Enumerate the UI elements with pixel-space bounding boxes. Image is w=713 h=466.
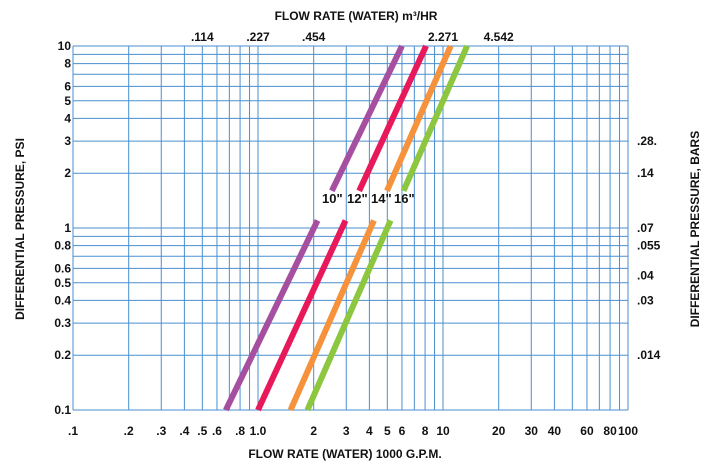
right-tick-label: .04 [637, 268, 654, 282]
x-tick-label: 10 [436, 424, 450, 438]
y-tick-label: 0.3 [54, 316, 71, 330]
y-tick-label: 8 [64, 57, 71, 71]
y-tick-label: 0.6 [54, 261, 71, 275]
x-tick-label: 80 [603, 424, 617, 438]
x-tick-label: .5 [197, 424, 207, 438]
y-tick-label: 3 [64, 134, 71, 148]
right-tick-label: .14 [637, 166, 654, 180]
series-line-lower [304, 219, 394, 412]
x-tick-label: 2 [310, 424, 317, 438]
x-tick-label: 20 [492, 424, 506, 438]
right-tick-label: .03 [637, 293, 654, 307]
series-label: 14" [371, 191, 392, 206]
y-tick-label: 10 [58, 39, 72, 53]
x-tick-label: .8 [235, 424, 245, 438]
grid-lines [72, 45, 629, 411]
y-tick-label: 4 [64, 111, 71, 125]
y-tick-label: 0.8 [54, 239, 71, 253]
x-tick-label: .2 [124, 424, 134, 438]
x-tick-label: 100 [618, 424, 638, 438]
x-axis-title: FLOW RATE (WATER) 1000 G.P.M. [248, 447, 441, 461]
y-tick-label: 2 [64, 166, 71, 180]
series-label: 12" [347, 191, 368, 206]
y-tick-label: 1 [64, 221, 71, 235]
y-tick-label: 0.5 [54, 276, 71, 290]
series-labels: 10" 12" 14" 16" [322, 191, 415, 206]
series-line-upper [329, 44, 405, 193]
top-tick-label: .454 [302, 30, 326, 44]
top-tick-label: .227 [246, 30, 270, 44]
top-axis-title: FLOW RATE (WATER) m³/HR [275, 9, 438, 23]
x-tick-label: 1.0 [250, 424, 267, 438]
series-lines [223, 44, 470, 412]
y-tick-label: 0.1 [54, 403, 71, 417]
series-line-upper [356, 44, 429, 193]
x-tick-label: 40 [548, 424, 562, 438]
x-tick-label: .6 [212, 424, 222, 438]
y-tick-label: 5 [64, 94, 71, 108]
x-tick-label: 3 [343, 424, 350, 438]
series-line-lower [223, 219, 321, 412]
x-tick-label: 6 [399, 424, 406, 438]
right-tick-label: .014 [637, 348, 661, 362]
series-line-lower [255, 219, 349, 412]
series-line-upper [400, 44, 470, 193]
x-tick-label: 5 [384, 424, 391, 438]
right-tick-label: .055 [637, 239, 661, 253]
series-line-lower [287, 219, 377, 412]
top-tick-label: 2.271 [428, 30, 458, 44]
right-tick-label: .07 [637, 221, 654, 235]
y-tick-label: 0.4 [54, 293, 71, 307]
series-label: 10" [322, 191, 343, 206]
x-tick-label: .1 [68, 424, 78, 438]
top-tick-label: 4.542 [484, 30, 514, 44]
y-tick-label: 0.2 [54, 348, 71, 362]
x-tick-label: 60 [580, 424, 594, 438]
x-tick-label: 30 [525, 424, 539, 438]
tick-labels: .1.2.3.4.5.6.8 1.0 2 3 4 5 6 8 10 20 30 40 60 80 1000.… [54, 30, 660, 438]
y-axis-title: DIFFERENTIAL PRESSURE, PSI [13, 138, 27, 320]
series-line-upper [384, 44, 454, 193]
right-tick-label: .28. [637, 134, 657, 148]
x-tick-label: .4 [179, 424, 189, 438]
right-axis-title: DIFFERENTIAL PRESSURE, BARS [688, 131, 702, 327]
x-tick-label: .3 [156, 424, 166, 438]
x-tick-label: 8 [422, 424, 429, 438]
top-tick-label: .114 [191, 30, 214, 44]
x-tick-label: 4 [366, 424, 373, 438]
y-tick-label: 6 [64, 79, 71, 93]
series-label: 16" [394, 191, 415, 206]
